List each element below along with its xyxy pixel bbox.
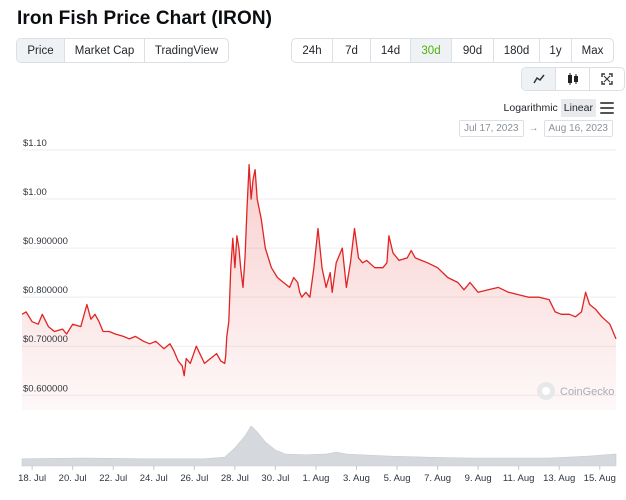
fullscreen-button[interactable] [590,68,624,90]
range-1y[interactable]: 1y [540,39,572,62]
range-180d[interactable]: 180d [494,39,540,62]
x-tick-label: 24. Jul [140,473,168,484]
y-tick-label: $1.00 [23,187,47,198]
range-7d[interactable]: 7d [333,39,371,62]
line-chart-button[interactable] [522,68,556,90]
price-area-fill [22,164,616,410]
x-tick-label: 18. Jul [18,473,46,484]
watermark-text: CoinGecko [560,386,614,398]
range-24h[interactable]: 24h [292,39,333,62]
time-range-tabs: 24h 7d 14d 30d 90d 180d 1y Max [291,38,614,63]
date-to-input[interactable]: Aug 16, 2023 [543,120,613,137]
range-14d[interactable]: 14d [371,39,411,62]
scale-linear[interactable]: Linear [560,99,596,117]
x-tick-label: 26. Jul [180,473,208,484]
x-tick-label: 22. Jul [99,473,127,484]
x-tick-label: 30. Jul [261,473,289,484]
y-tick-label: $0.800000 [23,285,68,296]
x-tick-label: 11. Aug [503,473,535,484]
x-tick-label: 3. Aug [343,473,370,484]
x-tick-label: 20. Jul [59,473,87,484]
line-chart-icon [532,74,545,84]
fullscreen-icon [601,73,613,85]
chart-type-tabs: Price Market Cap TradingView [16,38,229,63]
y-tick-label: $0.600000 [23,383,68,394]
x-tick-label: 28. Jul [221,473,249,484]
x-tick-label: 5. Aug [384,473,411,484]
scale-logarithmic[interactable]: Logarithmic [503,102,558,114]
hamburger-menu-icon[interactable] [600,102,614,114]
chart-view-tabs [521,67,625,91]
y-tick-label: $1.10 [23,138,47,149]
x-tick-label: 13. Aug [543,473,575,484]
range-max[interactable]: Max [581,44,604,57]
date-arrow: → [528,123,539,134]
x-tick-label: 7. Aug [424,473,451,484]
y-tick-label: $0.900000 [23,236,68,247]
range-90d[interactable]: 90d [452,39,494,62]
range-30d[interactable]: 30d [411,39,452,62]
x-tick-label: 1. Aug [302,473,329,484]
tab-tradingview[interactable]: TradingView [154,44,219,57]
scale-toggle: Logarithmic Linear [501,99,614,117]
coingecko-watermark: CoinGecko [537,382,614,400]
page-title: Iron Fish Price Chart (IRON) [17,8,273,29]
y-tick-label: $0.700000 [23,334,68,345]
candlestick-button[interactable] [556,68,590,90]
date-range: Jul 17, 2023 → Aug 16, 2023 [459,120,613,137]
x-tick-label: 9. Aug [465,473,492,484]
tab-market-cap[interactable]: Market Cap [65,39,145,62]
volume-area [21,425,617,467]
price-line [21,164,617,377]
x-tick-label: 15. Aug [584,473,616,484]
date-from-input[interactable]: Jul 17, 2023 [459,120,524,137]
candlestick-icon [567,73,578,85]
tab-price[interactable]: Price [17,39,65,62]
